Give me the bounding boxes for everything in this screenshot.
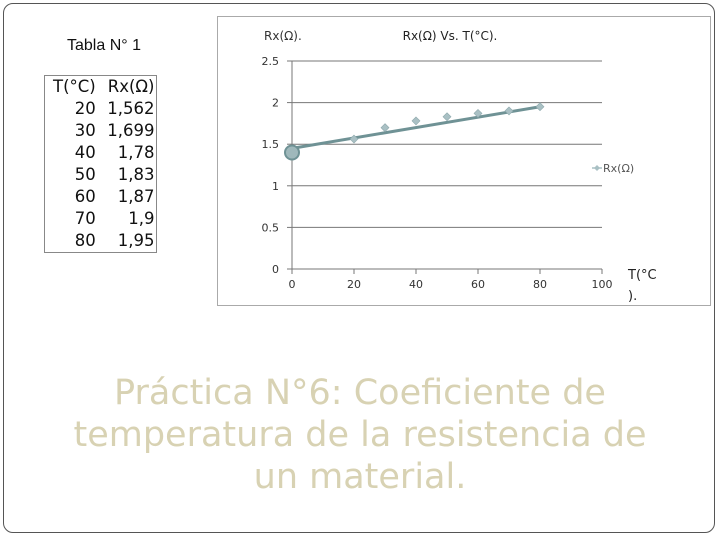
cell-temperature: 40 bbox=[74, 143, 96, 162]
slide-frame bbox=[3, 3, 715, 533]
data-point bbox=[380, 123, 390, 133]
scatter-chart: 0 0.5 1 1.5 2 2.5 0 20 40 60 80 100 Rx(Ω). Rx(Ω) Vs… bbox=[262, 29, 661, 304]
table-row: 40 1,78 bbox=[45, 142, 157, 164]
slide-title: Práctica N°6: Coeficiente de temperatura… bbox=[0, 372, 720, 498]
data-point bbox=[349, 134, 359, 144]
table-caption: Tabla N° 1 bbox=[67, 37, 141, 54]
cell-resistance: 1,699 bbox=[107, 121, 155, 140]
cell-resistance: 1,9 bbox=[128, 209, 155, 228]
data-point bbox=[411, 116, 421, 126]
data-point bbox=[535, 102, 545, 112]
cell-resistance: 1,562 bbox=[107, 99, 155, 118]
trendline bbox=[291, 105, 541, 150]
chart-title: Rx(Ω) Vs. T(°C). bbox=[403, 29, 498, 43]
legend-marker-icon bbox=[594, 165, 600, 171]
y-tick-label: 1.5 bbox=[262, 138, 280, 151]
x-axis-label: T(°C ). bbox=[627, 268, 661, 304]
y-tick-label: 2 bbox=[272, 97, 279, 110]
table-row: 30 1,699 bbox=[45, 120, 157, 142]
cell-temperature: 70 bbox=[74, 209, 96, 228]
y-tick-label: 0 bbox=[272, 263, 279, 276]
slide-title-line: Práctica N°6: Coeficiente de bbox=[114, 373, 606, 413]
legend: Rx(Ω) bbox=[592, 162, 634, 175]
cell-temperature: 20 bbox=[74, 99, 96, 118]
table-row: 70 1,9 bbox=[45, 208, 157, 230]
x-tick-label: 60 bbox=[471, 278, 485, 291]
table-row: 20 1,562 bbox=[45, 98, 157, 120]
y-tick-label: 2.5 bbox=[262, 55, 280, 68]
x-tick-label: 80 bbox=[533, 278, 547, 291]
data-point bbox=[504, 106, 514, 116]
table-row: 80 1,95 bbox=[45, 230, 157, 253]
cell-resistance: 1,78 bbox=[117, 143, 155, 162]
cell-temperature: 60 bbox=[74, 187, 96, 206]
y-tick-label: 0.5 bbox=[262, 221, 280, 234]
slide-title-line: un material. bbox=[253, 457, 467, 497]
marked-point bbox=[284, 144, 300, 161]
cell-resistance: 1,83 bbox=[117, 165, 155, 184]
header-resistance: Rx(Ω) bbox=[107, 77, 155, 96]
slide-title-line: temperatura de la resistencia de bbox=[73, 415, 647, 455]
x-tick-label: 100 bbox=[592, 278, 613, 291]
x-tick-label: 0 bbox=[289, 278, 296, 291]
cell-resistance: 1,87 bbox=[117, 187, 155, 206]
table-header-row: T(°C) Rx(Ω) bbox=[45, 76, 157, 99]
x-tick-label: 40 bbox=[409, 278, 423, 291]
y-axis-label: Rx(Ω). bbox=[264, 29, 302, 43]
header-temperature: T(°C) bbox=[53, 77, 96, 96]
cell-resistance: 1,95 bbox=[117, 231, 155, 250]
chart-area: 0 0.5 1 1.5 2 2.5 0 20 40 60 80 100 Rx(Ω). Rx(Ω) Vs… bbox=[217, 16, 711, 306]
table-row: 60 1,87 bbox=[45, 186, 157, 208]
table-row: 50 1,83 bbox=[45, 164, 157, 186]
data-point bbox=[442, 112, 452, 122]
data-point bbox=[473, 108, 483, 118]
data-table: T(°C) Rx(Ω) 20 1,562 30 1,699 40 1,78 50 1,8… bbox=[44, 75, 158, 253]
x-tick-label: 20 bbox=[347, 278, 361, 291]
cell-temperature: 80 bbox=[74, 231, 96, 250]
y-tick-label: 1 bbox=[272, 180, 279, 193]
cell-temperature: 50 bbox=[74, 165, 96, 184]
cell-temperature: 30 bbox=[74, 121, 96, 140]
legend-label: Rx(Ω) bbox=[603, 162, 634, 175]
